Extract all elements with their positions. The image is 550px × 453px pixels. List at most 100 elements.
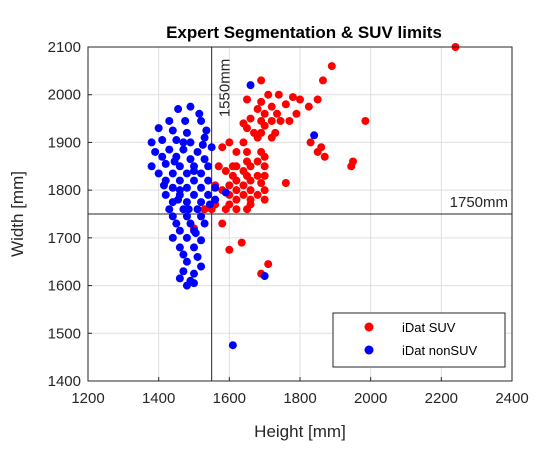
x-axis-ticks: 1200 1400 1600 1800 2000 2200 2400 xyxy=(71,377,529,407)
vertical-line-label: 1550mm xyxy=(217,59,234,117)
nonsuv-point xyxy=(170,157,179,166)
horizontal-line-label: 1750mm xyxy=(450,194,508,211)
suv-point xyxy=(253,105,262,114)
suv-point xyxy=(225,181,234,190)
nonsuv-point xyxy=(179,138,188,147)
x-axis-label: Height [mm] xyxy=(254,422,346,441)
suv-point xyxy=(218,143,227,152)
suv-point xyxy=(221,205,230,214)
x-tick-label: 1400 xyxy=(142,390,175,407)
nonsuv-point xyxy=(195,109,204,118)
nonsuv-point xyxy=(193,147,202,156)
nonsuv-point xyxy=(168,212,177,221)
x-tick-label: 2200 xyxy=(425,390,458,407)
suv-point xyxy=(232,176,241,185)
suv-point xyxy=(281,178,290,187)
nonsuv-point xyxy=(205,200,214,209)
nonsuv-point xyxy=(211,183,220,192)
suv-point xyxy=(313,95,322,104)
suv-point xyxy=(246,186,255,195)
nonsuv-point xyxy=(174,195,183,204)
suv-point xyxy=(320,152,329,161)
suv-point xyxy=(239,181,248,190)
suv-point xyxy=(347,162,356,171)
nonsuv-point xyxy=(193,252,202,261)
nonsuv-point xyxy=(200,133,209,142)
suv-point xyxy=(225,245,234,254)
nonsuv-point xyxy=(172,219,181,228)
nonsuv-point xyxy=(175,162,184,171)
suv-point xyxy=(221,167,230,176)
suv-point xyxy=(274,90,283,99)
suv-point xyxy=(239,138,248,147)
nonsuv-point xyxy=(186,102,195,111)
reference-lines xyxy=(88,47,512,381)
x-tick-label: 2000 xyxy=(354,390,387,407)
nonsuv-point xyxy=(197,169,206,178)
nonsuv-point xyxy=(197,262,206,271)
legend: iDat SUV iDat nonSUV xyxy=(332,312,506,368)
nonsuv-point xyxy=(190,176,198,185)
nonsuv-point xyxy=(310,131,319,140)
suv-point xyxy=(232,147,241,156)
legend-label-nonsuv: iDat nonSUV xyxy=(402,343,477,358)
suv-point xyxy=(257,97,266,106)
suv-point xyxy=(260,109,269,118)
nonsuv-point xyxy=(197,212,206,221)
suv-point xyxy=(257,116,266,125)
suv-point xyxy=(318,76,327,85)
legend-marker-nonsuv xyxy=(364,345,374,355)
suv-point xyxy=(304,102,313,111)
suv-point xyxy=(260,162,269,171)
suv-point xyxy=(281,100,290,109)
nonsuv-point xyxy=(165,205,174,214)
nonsuv-point xyxy=(197,116,206,125)
x-tick-label: 2400 xyxy=(495,390,528,407)
legend-box xyxy=(332,312,506,368)
suv-point xyxy=(228,162,237,171)
nonsuv-point xyxy=(165,116,174,125)
suv-point xyxy=(264,260,273,269)
nonsuv-point xyxy=(175,176,184,185)
nonsuv-point xyxy=(179,250,188,259)
nonsuv-point xyxy=(154,124,163,133)
suv-point xyxy=(218,219,227,228)
suv-point xyxy=(225,138,234,147)
suv-point xyxy=(327,62,336,71)
nonsuv-point xyxy=(182,183,191,192)
nonsuv-point xyxy=(197,198,206,207)
suv-point xyxy=(260,186,269,195)
nonsuv-point xyxy=(182,198,191,207)
suv-point xyxy=(232,186,241,195)
nonsuv-point xyxy=(204,162,213,171)
suv-point xyxy=(260,171,269,180)
nonsuv-point xyxy=(204,190,213,199)
suv-point xyxy=(253,171,262,180)
legend-marker-suv xyxy=(364,322,374,332)
nonsuv-point xyxy=(172,136,181,145)
y-axis-label: Width [mm] xyxy=(8,171,27,257)
nonsuv-point xyxy=(179,145,188,154)
nonsuv-point xyxy=(207,143,216,152)
nonsuv-point xyxy=(175,274,184,283)
suv-point xyxy=(253,133,262,142)
suv-point xyxy=(260,152,269,161)
nonsuv-point xyxy=(202,126,211,135)
nonsuv-point xyxy=(184,205,193,214)
y-tick-label: 1800 xyxy=(48,182,81,199)
nonsuv-point xyxy=(190,243,198,252)
nonsuv-point xyxy=(197,236,206,245)
nonsuv-point xyxy=(193,205,202,214)
y-tick-label: 1700 xyxy=(48,230,81,247)
nonsuv-point xyxy=(175,186,184,195)
nonsuv-point xyxy=(168,126,177,135)
y-tick-label: 2000 xyxy=(48,87,81,104)
nonsuv-point xyxy=(182,212,191,221)
suv-point xyxy=(200,205,209,214)
suv-point xyxy=(237,238,246,247)
legend-label-suv: iDat SUV xyxy=(402,320,456,335)
nonsuv-point xyxy=(200,219,209,228)
nonsuv-point xyxy=(147,162,156,171)
nonsuv-point xyxy=(158,152,167,161)
nonsuv-point xyxy=(182,128,191,137)
